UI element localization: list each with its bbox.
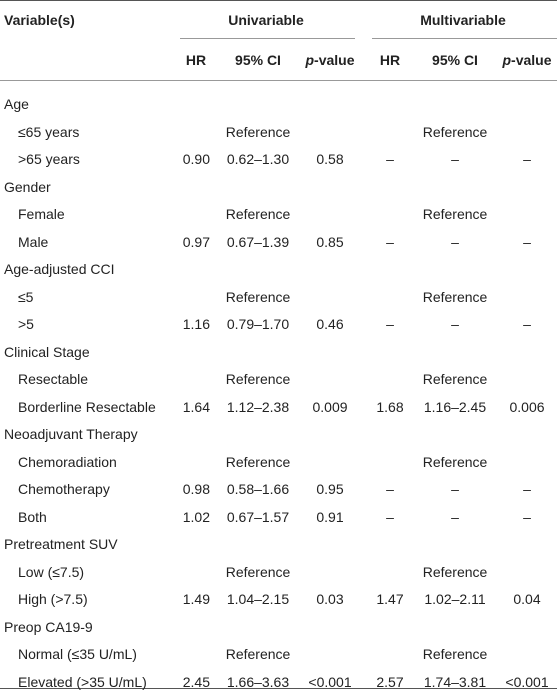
- cell: <0.001: [505, 673, 549, 690]
- group-label: Pretreatment SUV: [4, 536, 118, 552]
- cell: –: [523, 233, 531, 250]
- cell: 1.02: [182, 508, 210, 525]
- cell: Reference: [225, 371, 291, 387]
- cell: 0.98: [182, 481, 210, 497]
- cell: 0.95: [316, 481, 344, 497]
- cell: –: [523, 508, 531, 525]
- subheader-cell: p-value: [502, 52, 552, 68]
- cell: 2.57: [376, 673, 404, 690]
- group-label: Gender: [4, 178, 51, 195]
- cell: Reference: [422, 563, 488, 580]
- cell: –: [523, 316, 531, 332]
- cell: 1.12–2.38: [226, 398, 290, 415]
- cell: 0.006: [509, 398, 545, 415]
- row-label: Borderline Resectable: [18, 398, 156, 415]
- cell: 1.49: [182, 591, 210, 607]
- cell: 0.03: [316, 591, 344, 607]
- row-label: Elevated (>35 U/mL): [18, 673, 147, 690]
- cell: –: [523, 151, 531, 167]
- cell: –: [451, 481, 459, 497]
- cell: 1.47: [376, 591, 404, 607]
- cell: 0.67–1.57: [226, 508, 290, 525]
- group-label: Preop CA19-9: [4, 618, 93, 635]
- row-label: Low (≤7.5): [18, 563, 85, 580]
- cell: 1.16–2.45: [423, 398, 487, 415]
- row-label: Male: [18, 233, 49, 250]
- cell: 0.46: [316, 316, 344, 332]
- row-label: >5: [18, 316, 34, 332]
- group-label: Clinical Stage: [4, 343, 90, 360]
- cell: Reference: [225, 288, 291, 305]
- cell: 0.04: [513, 591, 541, 607]
- cell: 0.58–1.66: [226, 481, 290, 497]
- cell: –: [523, 481, 531, 497]
- cell: 0.91: [316, 508, 344, 525]
- cell: 1.66–3.63: [226, 673, 290, 690]
- header-cell: Univariable: [228, 12, 304, 28]
- cell: 1.64: [182, 398, 210, 415]
- cell: 1.16: [182, 316, 210, 332]
- cell: Reference: [225, 646, 291, 662]
- cell: –: [386, 316, 394, 332]
- row-label: Resectable: [18, 371, 89, 387]
- cell: –: [386, 508, 394, 525]
- cell: 0.85: [316, 233, 344, 250]
- cell: Reference: [422, 371, 488, 387]
- cell: Reference: [422, 123, 488, 140]
- cell: Reference: [225, 123, 291, 140]
- row-label: >65 years: [18, 151, 80, 167]
- group-label: Neoadjuvant Therapy: [4, 426, 138, 442]
- cell: –: [386, 481, 394, 497]
- header-cell: Multivariable: [420, 12, 506, 28]
- subheader-cell: 95% CI: [235, 52, 281, 68]
- subheader-cell: HR: [379, 52, 401, 68]
- cell: –: [451, 316, 459, 332]
- row-label: ≤5: [18, 288, 34, 305]
- row-label: Both: [18, 508, 47, 525]
- subheader-cell: HR: [185, 52, 207, 68]
- cell: Reference: [225, 453, 291, 470]
- group-label: Age: [4, 96, 29, 112]
- header-cell: Variable(s): [4, 12, 75, 28]
- cell: 0.58: [316, 151, 344, 167]
- cell: 0.67–1.39: [226, 233, 290, 250]
- group-rule: [372, 38, 557, 39]
- cell: –: [451, 508, 459, 525]
- row-label: Female: [18, 206, 65, 222]
- cell: –: [386, 151, 394, 167]
- group-rule: [180, 38, 355, 39]
- top-rule: [0, 0, 557, 1]
- cell: 1.04–2.15: [226, 591, 290, 607]
- cell: 0.97: [182, 233, 210, 250]
- cell: –: [386, 233, 394, 250]
- cell: 0.62–1.30: [226, 151, 290, 167]
- subheader-cell: 95% CI: [432, 52, 478, 68]
- row-label: Chemotherapy: [18, 481, 110, 497]
- cell: Reference: [422, 453, 488, 470]
- cell: Reference: [225, 206, 291, 222]
- row-label: Chemoradiation: [18, 453, 117, 470]
- cell: 0.009: [312, 398, 348, 415]
- subheader-cell: p-value: [305, 52, 355, 68]
- row-label: High (>7.5): [18, 591, 88, 607]
- cell: 0.90: [182, 151, 210, 167]
- cell: <0.001: [308, 673, 352, 690]
- group-label: Age-adjusted CCI: [4, 261, 115, 277]
- cell: 1.68: [376, 398, 404, 415]
- cell: 0.79–1.70: [226, 316, 290, 332]
- header-rule: [0, 80, 557, 81]
- cell: 1.74–3.81: [423, 673, 487, 690]
- cell: 2.45: [182, 673, 210, 690]
- cell: –: [451, 233, 459, 250]
- cell: Reference: [225, 563, 291, 580]
- row-label: ≤65 years: [18, 123, 80, 140]
- cell: Reference: [422, 646, 488, 662]
- cell: 1.02–2.11: [424, 591, 486, 607]
- cell: Reference: [422, 206, 488, 222]
- cell: –: [451, 151, 459, 167]
- row-label: Normal (≤35 U/mL): [18, 646, 137, 662]
- cell: Reference: [422, 288, 488, 305]
